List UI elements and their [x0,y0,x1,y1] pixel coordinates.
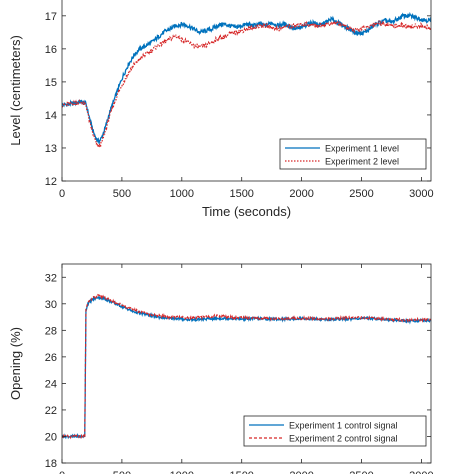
legend-label-1: Experiment 1 level [325,144,399,154]
x-tick-label: 1500 [229,188,253,200]
series-line-1 [62,295,431,440]
series-line-2 [62,293,431,440]
legend-label-2: Experiment 2 level [325,157,399,167]
y-tick-label: 17 [45,11,57,23]
legend: Experiment 1 control signal Experiment 2 … [243,415,427,447]
x-tick-label: 2000 [289,188,313,200]
x-tick-label: 0 [59,188,65,200]
x-tick-label: 1000 [170,188,194,200]
legend-label-2: Experiment 2 control signal [289,434,398,444]
x-tick-label: 0 [59,470,65,474]
y-tick-label: 20 [45,431,57,443]
x-tick-label: 1500 [229,470,253,474]
y-tick-label: 24 [45,378,57,390]
x-tick-label: 3000 [409,470,433,474]
x-tick-label: 2500 [349,188,373,200]
y-tick-label: 16 [45,44,57,56]
legend-label-1: Experiment 1 control signal [289,421,398,431]
y-tick-label: 18 [45,458,57,470]
x-tick-label: 3000 [409,188,433,200]
y-tick-label: 32 [45,272,57,284]
x-tick-label: 2000 [289,470,313,474]
y-axis-label: Opening (%) [8,327,23,400]
legend-box [243,415,427,447]
y-tick-label: 28 [45,325,57,337]
x-tick-label: 500 [113,470,131,474]
series-line-2 [62,18,431,148]
y-tick-label: 14 [45,110,57,122]
y-tick-label: 22 [45,405,57,417]
y-tick-label: 30 [45,299,57,311]
axes-frame [61,0,432,182]
control-signal-chart: 0 500 1000 1500 2000 2500 3000 18 20 22 24 26 28 30 32… [8,263,434,474]
level-chart: 0 500 1000 1500 2000 2500 3000 12 13 14 15 16 17 Time… [8,0,434,219]
y-tick-label: 13 [45,143,57,155]
x-tick-label: 2500 [349,470,373,474]
y-tick-label: 12 [45,176,57,188]
x-axis-label: Time (seconds) [202,204,291,219]
y-tick-label: 26 [45,352,57,364]
legend-box [279,138,427,170]
y-axis-label: Level (centimeters) [8,35,23,146]
legend: Experiment 1 level Experiment 2 level [279,138,427,170]
x-tick-label: 500 [113,188,131,200]
axes-frame [61,263,432,464]
x-tick-label: 1000 [170,470,194,474]
y-tick-label: 15 [45,77,57,89]
